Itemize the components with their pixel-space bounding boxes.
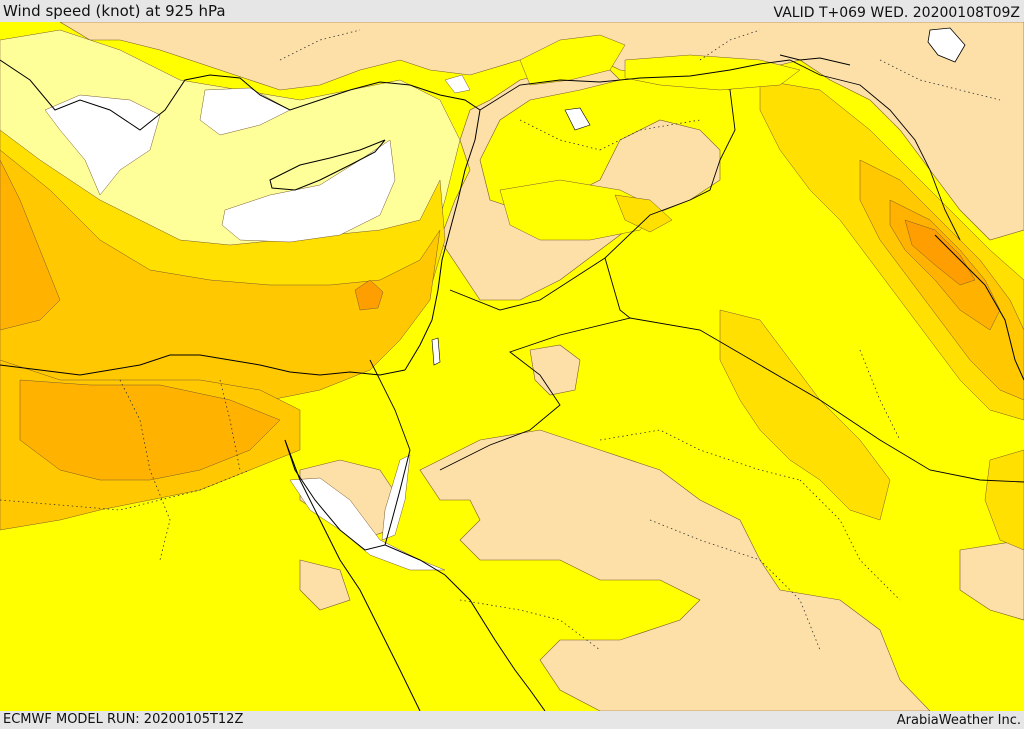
yellow-patch-syria [499,179,661,241]
border-iraq-saudi [629,317,1024,483]
admin-line-6 [599,429,801,481]
admin-line-5 [519,119,601,151]
calm-region-red-sea [299,559,351,611]
yellow-patch-north [519,34,626,86]
border-iraq-iran [789,59,961,241]
coast-caspian [779,54,851,66]
orange-egypt-core [19,379,281,481]
border-syria-iraq [604,89,736,259]
lake-assad [564,107,591,131]
admin-line-3 [219,379,241,471]
deep-orange-core-iraq [904,219,976,286]
admin-line-9 [459,599,601,651]
wind-speed-map [0,22,1024,711]
model-run: ECMWF MODEL RUN: 20200105T12Z [3,712,244,727]
coastlines [0,54,1024,711]
orange-spot-levant [354,279,384,311]
admin-line-2 [119,379,171,561]
border-jordan-saudi [439,257,631,471]
calm-white-anatolia [199,87,291,136]
admin-boundaries [0,29,1001,651]
coast-sinai-east [384,449,546,711]
lake-van [927,27,966,63]
border-egypt-israel [369,359,411,451]
coast-red-sea-west [284,439,421,711]
admin-line-4 [599,119,701,151]
title-bar: Wind speed (knot) at 925 hPa VALID T+069… [0,0,1024,22]
borders [369,59,1024,483]
admin-line-8 [649,519,821,651]
admin-line-7 [799,479,901,601]
coast-levant [404,139,476,371]
map-title: Wind speed (knot) at 925 hPa [3,2,226,20]
admin-line-12 [699,29,761,61]
credit: ArabiaWeather Inc. [896,713,1021,728]
coast-egypt-north [0,354,406,376]
footer-bar: ECMWF MODEL RUN: 20200105T12Z ArabiaWeat… [0,711,1024,729]
gold-band-saudi [719,309,891,521]
admin-line-1 [0,469,251,511]
border-turkey-syria [479,59,791,111]
amber-spot-west [0,159,61,331]
gold-patch-syria [614,194,673,233]
coast-persian-gulf [934,234,1024,381]
calm-white-gulf-suez [289,477,446,571]
coast-turkey-south [0,59,481,141]
valid-time: VALID T+069 WED. 20200108T09Z [773,5,1020,21]
border-syria-jordan [449,257,606,311]
gold-band-east-edge [984,449,1024,551]
admin-line-11 [279,29,361,61]
calm-white-cyprus [221,139,396,243]
coast-gulf-suez [284,439,386,551]
calm-region-jordan [529,344,581,396]
coast-cyprus [269,139,386,191]
calm-white-turkey [44,94,161,196]
dead-sea [431,337,441,366]
calm-white-rhodes [444,74,471,94]
calm-region-south [419,429,931,711]
